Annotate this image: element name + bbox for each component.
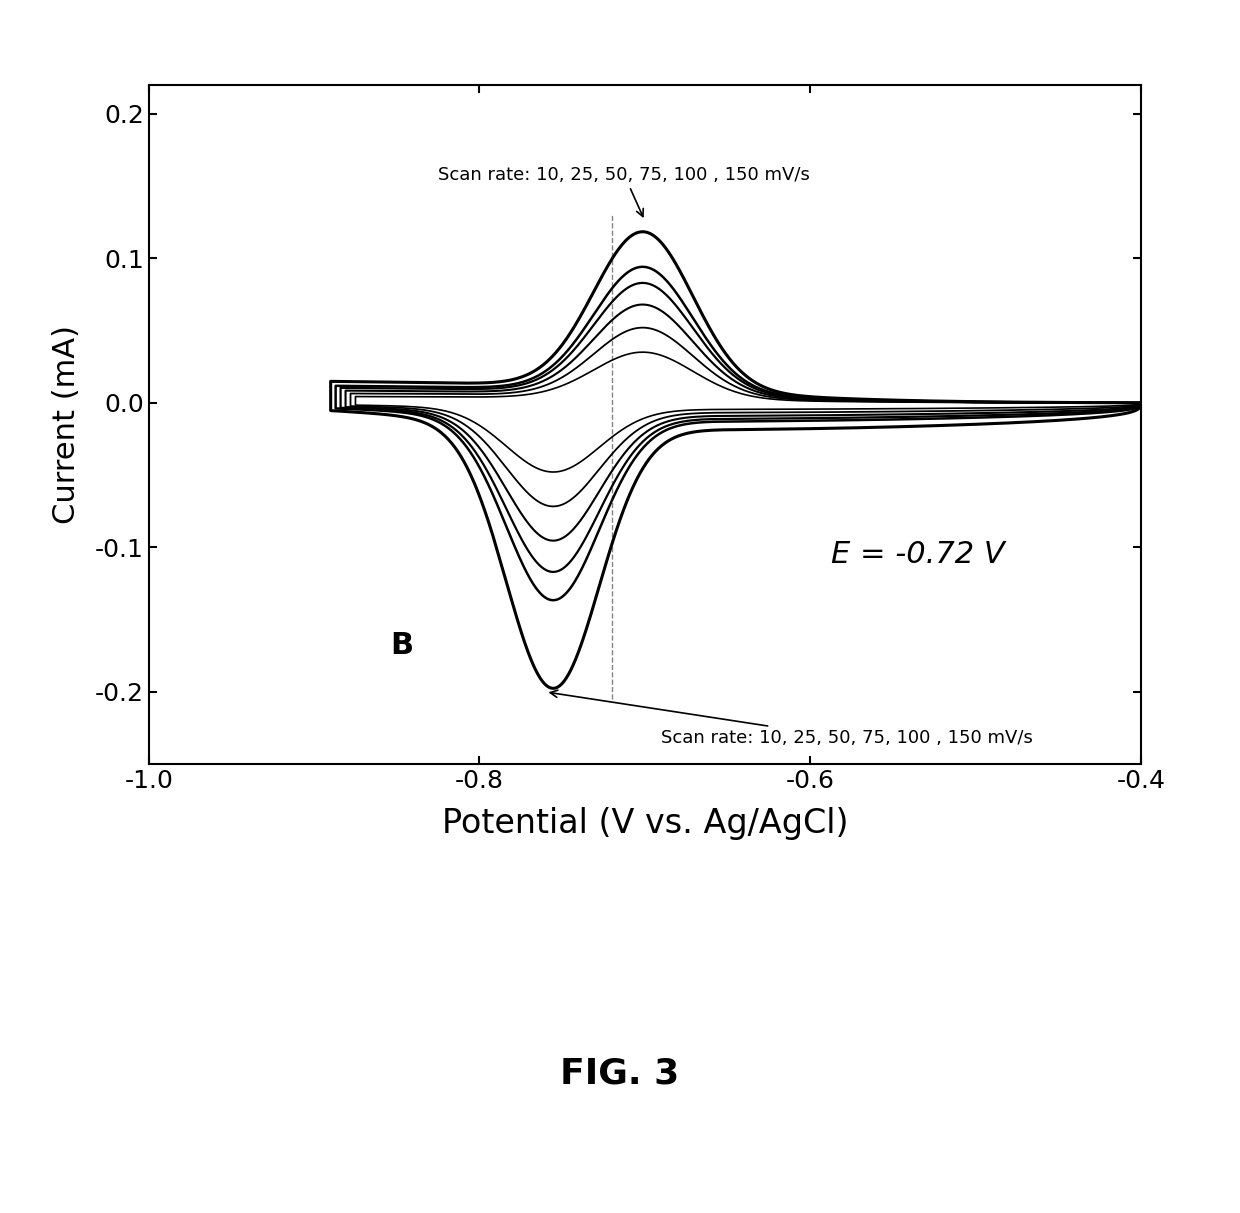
Text: B: B	[391, 631, 413, 660]
Text: E = -0.72 V: E = -0.72 V	[831, 540, 1004, 569]
Text: Scan rate: 10, 25, 50, 75, 100 , 150 mV/s: Scan rate: 10, 25, 50, 75, 100 , 150 mV/…	[551, 690, 1033, 747]
Text: FIG. 3: FIG. 3	[560, 1057, 680, 1090]
X-axis label: Potential (V vs. Ag/AgCl): Potential (V vs. Ag/AgCl)	[441, 807, 848, 839]
Text: Scan rate: 10, 25, 50, 75, 100 , 150 mV/s: Scan rate: 10, 25, 50, 75, 100 , 150 mV/…	[438, 165, 810, 217]
Y-axis label: Current (mA): Current (mA)	[52, 325, 81, 524]
